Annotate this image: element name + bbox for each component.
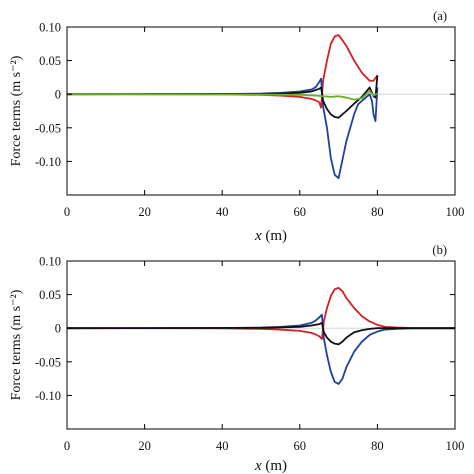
y-tick-label: -0.05 [35, 121, 61, 135]
x-axis-label-unit: (m) [265, 228, 287, 244]
y-tick-label: 0 [55, 322, 61, 336]
y-tick-label: 0.10 [39, 255, 61, 269]
y-tick-label: 0.05 [39, 288, 61, 302]
x-tick-label: 60 [294, 439, 307, 453]
x-tick-label: 20 [138, 205, 151, 219]
x-tick-label: 0 [64, 205, 70, 219]
y-tick-label: -0.10 [35, 389, 61, 403]
axes-frame [66, 26, 456, 196]
series-line-2 [66, 313, 455, 385]
series-line-3 [66, 75, 379, 119]
x-tick-label: 100 [446, 205, 465, 219]
x-tick-label: 80 [371, 205, 384, 219]
y-axis-label: Force terms (m s⁻²) [9, 55, 24, 166]
series-line-2 [66, 77, 379, 180]
series-line-1 [66, 286, 455, 340]
x-tick-label: 20 [138, 439, 151, 453]
x-tick-label: 100 [446, 439, 465, 453]
y-tick-label: -0.10 [35, 155, 61, 169]
series-line-1 [66, 34, 379, 109]
series-line-4 [66, 89, 378, 101]
panel-label: (b) [432, 243, 447, 257]
x-tick-label: 80 [371, 439, 384, 453]
x-axis-label-variable: x [254, 228, 265, 244]
y-tick-label: -0.05 [35, 355, 61, 369]
chart-panel-b: 0 20 40 60 80 100 0.10 0.05 0 -0.05 -0.10 Force ter… [9, 243, 464, 474]
x-axis-label: x (m) [254, 228, 287, 244]
x-tick-label: 40 [216, 205, 229, 219]
panel-label: (a) [433, 9, 447, 23]
y-tick-label: 0.10 [39, 21, 61, 35]
series-line-3 [66, 321, 455, 346]
axes-frame [66, 260, 456, 430]
x-axis-label: x (m) [254, 458, 287, 474]
y-tick-label: 0 [55, 88, 61, 102]
x-axis-label-variable: x [254, 458, 265, 474]
x-tick-label: 40 [216, 439, 229, 453]
x-tick-label: 60 [294, 205, 307, 219]
chart-panel-a: 0 20 40 60 80 100 0.10 0.05 0 -0.05 -0.10 Force ter… [9, 9, 464, 244]
y-axis-label: Force terms (m s⁻²) [9, 289, 24, 400]
x-axis-label-unit: (m) [265, 458, 287, 474]
y-tick-label: 0.05 [39, 54, 61, 68]
x-tick-label: 0 [64, 439, 70, 453]
